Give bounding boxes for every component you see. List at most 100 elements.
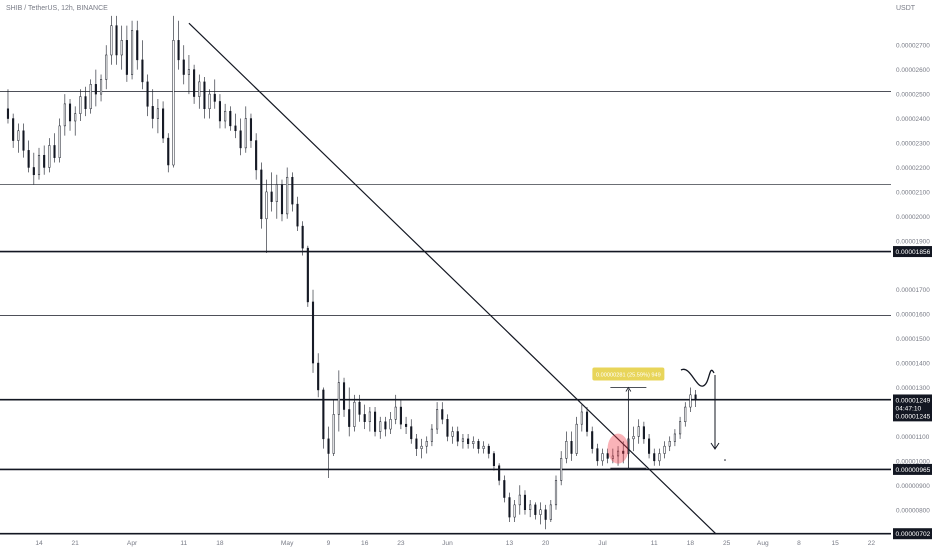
- candle: [430, 424, 433, 447]
- candle: [146, 74, 149, 117]
- time-tick-label: 15: [832, 540, 840, 547]
- measure-badge: [592, 367, 665, 381]
- candle: [379, 416, 382, 439]
- candle: [48, 138, 51, 173]
- candle: [632, 426, 635, 452]
- time-tick-label: 8: [797, 540, 801, 547]
- price-tick-label: 0.00002600: [896, 67, 930, 74]
- trendline[interactable]: [188, 22, 717, 535]
- candle: [487, 443, 490, 459]
- time-tick-label: 20: [542, 540, 550, 547]
- candle: [110, 15, 113, 65]
- candle: [565, 431, 568, 464]
- price-tick-label: 0.00000800: [896, 507, 930, 514]
- candle: [374, 407, 377, 437]
- svg-text:0.00000702: 0.00000702: [896, 531, 931, 538]
- candle: [311, 289, 315, 373]
- candle: [410, 419, 413, 444]
- price-axis: 0.00002700 0.00002600 0.00002500 0.00002400…: [893, 43, 932, 540]
- candle: [441, 402, 444, 425]
- candle: [172, 15, 175, 168]
- candle: [322, 387, 325, 449]
- candle: [467, 433, 470, 449]
- price-tick-label: 0.00001000: [896, 458, 930, 465]
- candle: [58, 118, 61, 163]
- candle: [482, 441, 485, 454]
- highlight-circle[interactable]: [607, 433, 629, 464]
- level-price-label: 0.00000702: [893, 528, 932, 540]
- candle: [399, 399, 402, 430]
- candle: [270, 172, 273, 212]
- candle: [580, 404, 583, 432]
- candle: [74, 106, 77, 136]
- horizontal-levels: [0, 91, 891, 535]
- candle: [63, 94, 66, 136]
- candle: [167, 133, 170, 173]
- candle: [529, 499, 532, 518]
- candle: [415, 433, 418, 456]
- svg-text:04:47:10: 04:47:10: [896, 405, 922, 412]
- candle: [125, 25, 128, 82]
- candle: [384, 416, 387, 437]
- candle: [358, 394, 361, 422]
- candle: [648, 433, 651, 459]
- candle: [234, 113, 237, 139]
- candle: [280, 179, 284, 222]
- candle: [156, 98, 159, 134]
- candle: [616, 446, 620, 466]
- candle: [291, 172, 294, 212]
- candle: [332, 399, 335, 456]
- candle: [286, 167, 289, 219]
- svg-text:0.00001249: 0.00001249: [896, 397, 931, 404]
- candle: [249, 113, 253, 148]
- candle: [585, 407, 589, 437]
- candle: [461, 433, 464, 449]
- candle: [255, 133, 258, 180]
- price-tick-label: 0.00001700: [896, 287, 930, 294]
- candle: [611, 448, 614, 464]
- candle: [218, 94, 221, 129]
- candle: [27, 140, 30, 173]
- candle: [317, 353, 320, 398]
- candle: [115, 15, 118, 65]
- candle: [405, 416, 408, 434]
- svg-text:0.00000965: 0.00000965: [896, 467, 931, 474]
- candle: [663, 441, 666, 459]
- candle: [213, 79, 216, 109]
- price-tick-label: 0.00002200: [896, 165, 930, 172]
- symbol-title: SHIB / TetherUS, 12h, BINANCE: [6, 5, 108, 12]
- candle: [6, 89, 10, 124]
- candle: [549, 499, 552, 522]
- candle: [105, 45, 108, 90]
- candle: [694, 389, 697, 408]
- candle: [394, 394, 397, 425]
- candle: [327, 426, 330, 478]
- price-tick-label: 0.00002500: [896, 92, 930, 99]
- candle: [637, 419, 640, 444]
- candle: [606, 448, 609, 464]
- candle: [84, 86, 87, 117]
- candle: [32, 152, 35, 185]
- candle: [534, 502, 537, 520]
- candle: [296, 196, 299, 232]
- level-price-label: 0.00001856: [893, 246, 932, 258]
- candle: [503, 475, 506, 503]
- candle: [53, 133, 56, 163]
- projection-path[interactable]: [680, 368, 726, 461]
- candle: [513, 499, 516, 522]
- candle: [570, 431, 573, 461]
- candle: [79, 89, 82, 121]
- price-tick-label: 0.00001500: [896, 336, 930, 343]
- candle: [622, 441, 625, 464]
- candle: [12, 113, 15, 148]
- time-axis: 14 21 Apr 11 18 May 9 16 23 Jun 13 20 Jul 11 18 25 Aug 8 1…: [35, 540, 875, 547]
- price-tick-label: 0.00001900: [896, 238, 930, 245]
- candle: [363, 404, 366, 430]
- svg-text:0.00001856: 0.00001856: [896, 249, 931, 256]
- candle: [544, 504, 547, 530]
- price-tick-label: 0.00001400: [896, 361, 930, 368]
- price-range-measure[interactable]: 0.00000281 (25.59%) 949: [592, 367, 665, 469]
- candle: [244, 106, 247, 153]
